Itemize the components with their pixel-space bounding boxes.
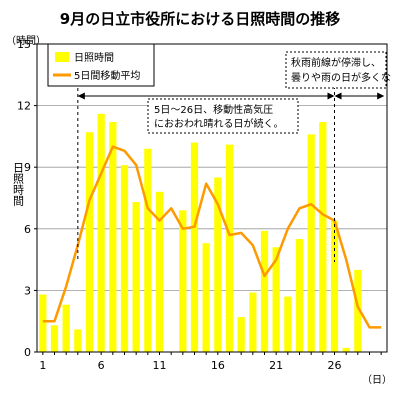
x-axis-unit-label: （日） (362, 374, 392, 386)
x-axis-ticks: 1 6 11 16 21 26 (39, 352, 382, 372)
legend-line-label: 5日間移動平均 (74, 69, 140, 82)
plot-frame (36, 43, 388, 353)
bar-day-24 (307, 134, 315, 352)
x-tick-label-26: 26 (328, 359, 342, 372)
y-tick-label-15: 15 (17, 38, 31, 51)
bar-day-1 (39, 294, 47, 352)
bar-day-7 (109, 122, 117, 352)
x-tick-label-21: 21 (269, 359, 283, 372)
moving-average-line (42, 145, 382, 329)
y-tick-label-6: 6 (24, 223, 31, 236)
bar-day-25 (319, 122, 327, 352)
bar-day-14 (190, 142, 199, 352)
x-tick-label-6: 6 (98, 359, 105, 372)
x-tick-label-11: 11 (153, 359, 167, 372)
bar-day-17 (225, 144, 234, 352)
y-tick-label-3: 3 (24, 284, 31, 297)
bar-day-16 (214, 177, 222, 352)
annotation-autumn-front-line2: 曇りや雨の日が多くな (291, 71, 391, 84)
bar-day-15 (202, 243, 210, 352)
x-tick-label-1: 1 (39, 359, 46, 372)
bars-group (39, 113, 362, 353)
legend-box (47, 43, 155, 87)
legend-bar-swatch (55, 52, 69, 62)
bar-day-18 (237, 317, 245, 352)
bar-day-11 (155, 191, 164, 352)
bar-day-6 (97, 113, 105, 353)
bar-day-13 (179, 210, 187, 352)
y-tick-label-0: 0 (24, 346, 31, 359)
annotation-autumn-front-line1: 秋雨前線が停滞し、 (291, 56, 381, 69)
annotation-high-pressure-line2: におおわれ晴れる日が続く。 (154, 117, 284, 130)
x-tick-label-16: 16 (211, 359, 225, 372)
bar-day-27 (342, 347, 350, 352)
bar-day-9 (132, 202, 140, 352)
annotation-box-high-pressure (147, 98, 299, 134)
bar-day-5 (85, 132, 94, 352)
bar-day-10 (144, 148, 152, 352)
bar-day-26 (330, 220, 339, 352)
bar-day-4 (74, 329, 82, 352)
bar-day-3 (62, 304, 70, 352)
y-axis-label: 日照時間 (12, 162, 25, 207)
bar-day-21 (272, 247, 280, 352)
bar-day-19 (249, 292, 257, 352)
annotation-box-autumn-front (285, 51, 387, 89)
bar-day-20 (260, 230, 269, 352)
bar-day-28 (354, 269, 362, 352)
legend: 日照時間 5日間移動平均 (47, 43, 155, 87)
annotations: 5日～26日、移動性高気圧 におおわれ晴れる日が続く。 秋雨前線が停滞し、 曇り… (77, 51, 391, 262)
annotation-high-pressure-line1: 5日～26日、移動性高気圧 (154, 103, 273, 116)
legend-bar-label: 日照時間 (74, 52, 114, 64)
y-tick-label-9: 9 (24, 161, 31, 174)
chart-title: 9月の日立市役所における日照時間の推移 (60, 10, 340, 28)
y-tick-label-12: 12 (17, 100, 31, 113)
y-axis-ticks: 0 3 6 9 12 15 (17, 38, 37, 359)
bar-day-2 (50, 325, 59, 352)
bar-day-23 (295, 239, 304, 352)
bar-day-8 (120, 165, 129, 352)
bar-day-22 (284, 296, 292, 352)
